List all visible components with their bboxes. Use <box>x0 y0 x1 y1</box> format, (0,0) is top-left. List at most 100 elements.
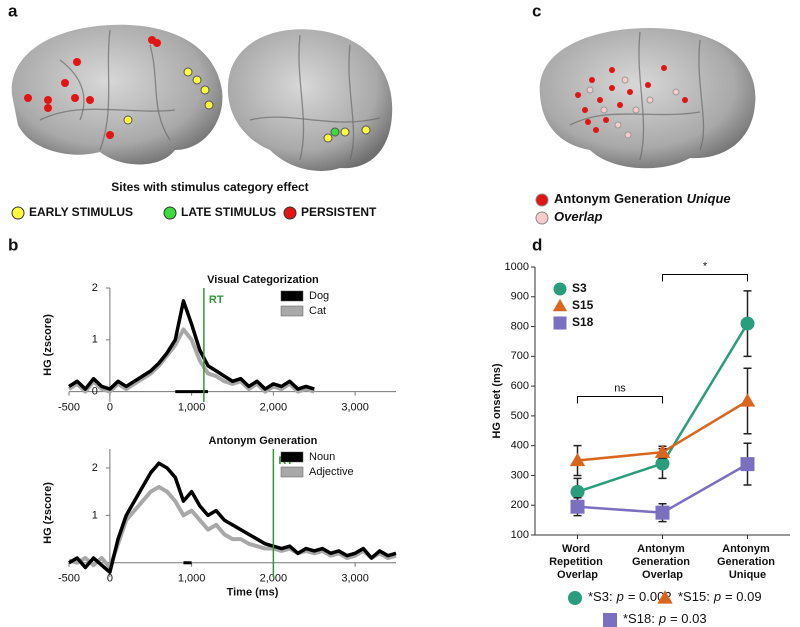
marker <box>570 484 585 499</box>
y-axis-label: HG onset (ms) <box>491 363 503 439</box>
legend-label-italic: Overlap <box>554 209 602 224</box>
x-tick-label: Antonym Generation Overlap <box>632 543 693 581</box>
legend-swatch <box>280 305 304 317</box>
legend-swatch <box>280 290 304 302</box>
stat-marker <box>657 590 673 604</box>
trace <box>68 299 315 391</box>
y-axis-label: HG (zscore) <box>42 314 54 376</box>
y-tick-label: 200 <box>511 499 529 511</box>
stat-suffix: = 0.09 <box>725 589 762 604</box>
y-tick-label: 0 <box>92 386 98 398</box>
x-tick-label: 0 <box>107 573 113 585</box>
legend-marker <box>535 193 549 207</box>
stat-marker <box>568 591 582 605</box>
legend-marker <box>553 316 567 330</box>
legend-label: S15 <box>572 298 594 312</box>
legend-label: Noun <box>309 451 335 463</box>
legend: Antonym Generation Unique Overlap <box>535 191 731 225</box>
y-tick-label: 1 <box>92 509 98 521</box>
x-tick-label: 3,000 <box>341 573 369 585</box>
bracket-label: * <box>703 260 708 272</box>
chart-title: Antonym Generation <box>209 435 318 447</box>
y-tick-label: 100 <box>511 529 529 541</box>
stat-text: *S15: p = 0.09 <box>678 589 762 604</box>
legend-label: Dog <box>309 290 329 302</box>
stat-p: p <box>713 589 721 604</box>
stat-p: p <box>658 611 666 626</box>
x-tick-label: Antonym Generation Unique <box>717 543 778 581</box>
stat-prefix: *S3: <box>588 589 613 604</box>
marker <box>740 316 755 331</box>
y-axis-label: HG (zscore) <box>42 482 54 544</box>
rt-label: RT <box>209 294 224 306</box>
legend-label: LATE STIMULUS <box>181 205 276 219</box>
legend-marker <box>163 206 177 220</box>
y-tick-label: 600 <box>511 380 529 392</box>
legend-label-italic: Unique <box>687 191 731 206</box>
x-tick-label: Word Repetition Overlap <box>549 543 606 581</box>
legend-marker <box>552 298 568 312</box>
stat-marker <box>603 613 617 627</box>
brain-c <box>539 28 756 169</box>
y-tick-label: 900 <box>511 291 529 303</box>
y-tick-label: 500 <box>511 410 529 422</box>
stat-p: p <box>616 589 624 604</box>
marker <box>739 393 756 407</box>
marker <box>569 452 586 467</box>
y-tick-label: 700 <box>511 350 529 362</box>
legend-marker <box>11 206 25 220</box>
panel-label: a <box>8 1 18 20</box>
y-tick-label: 1000 <box>505 261 529 273</box>
x-tick-label: 0 <box>107 402 113 414</box>
x-tick-label: -500 <box>58 573 80 585</box>
stat-suffix: = 0.03 <box>670 611 707 626</box>
brain-right <box>227 29 393 171</box>
x-tick-label: -500 <box>58 402 80 414</box>
stat-prefix: *S18: <box>623 611 655 626</box>
brain-left <box>11 24 223 165</box>
legend-marker <box>553 282 567 296</box>
stat-prefix: *S15: <box>678 589 710 604</box>
trace <box>68 461 397 575</box>
bracket-label: ns <box>614 382 626 394</box>
panel-a-caption: Sites with stimulus category effect <box>111 180 308 194</box>
y-tick-label: 2 <box>92 282 98 294</box>
panel-label: b <box>8 235 18 254</box>
legend-label-text: Antonym Generation <box>554 191 683 206</box>
legend-label: Cat <box>309 305 326 317</box>
trace <box>67 327 315 394</box>
y-tick-label: 400 <box>511 440 529 452</box>
legend-marker <box>535 211 549 225</box>
legend-label: PERSISTENT <box>301 205 377 219</box>
x-tick-label: 1,000 <box>178 402 206 414</box>
y-tick-label: 300 <box>511 469 529 481</box>
y-tick-label: 800 <box>511 320 529 332</box>
y-tick-label: 1 <box>92 334 98 346</box>
legend-label: Antonym Generation Unique <box>554 191 731 206</box>
x-axis-label: Time (ms) <box>227 587 279 599</box>
x-tick-label: 2,000 <box>260 573 288 585</box>
legend-marker <box>283 206 297 220</box>
legend: EARLY STIMULUS LATE STIMULUS PERSISTENT <box>11 205 377 220</box>
marker <box>740 457 755 472</box>
legend-swatch <box>280 451 304 463</box>
x-tick-label: 2,000 <box>260 402 288 414</box>
x-tick-label: 3,000 <box>341 402 369 414</box>
marker <box>655 456 670 471</box>
legend-label: Adjective <box>309 466 354 478</box>
legend-label: EARLY STIMULUS <box>29 205 133 219</box>
stat-text: *S18: p = 0.03 <box>623 611 707 626</box>
legend-label: Overlap <box>554 209 602 224</box>
x-tick-label: 1,000 <box>178 573 206 585</box>
marker <box>655 505 670 520</box>
marker <box>570 499 585 514</box>
panel-label: c <box>532 1 541 20</box>
panel-label: d <box>532 235 542 254</box>
legend-label: S3 <box>572 281 587 295</box>
marker <box>654 444 671 458</box>
legend-swatch <box>280 466 304 478</box>
y-tick-label: 2 <box>92 462 98 474</box>
bracket <box>662 273 748 282</box>
